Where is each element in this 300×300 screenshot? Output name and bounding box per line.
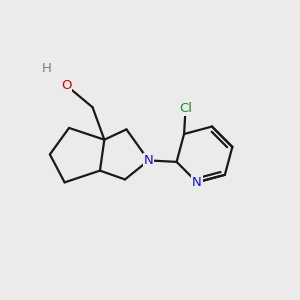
Text: N: N bbox=[192, 176, 202, 189]
Text: Cl: Cl bbox=[179, 103, 192, 116]
Text: N: N bbox=[144, 154, 154, 167]
Text: O: O bbox=[61, 79, 71, 92]
Text: H: H bbox=[41, 61, 51, 75]
